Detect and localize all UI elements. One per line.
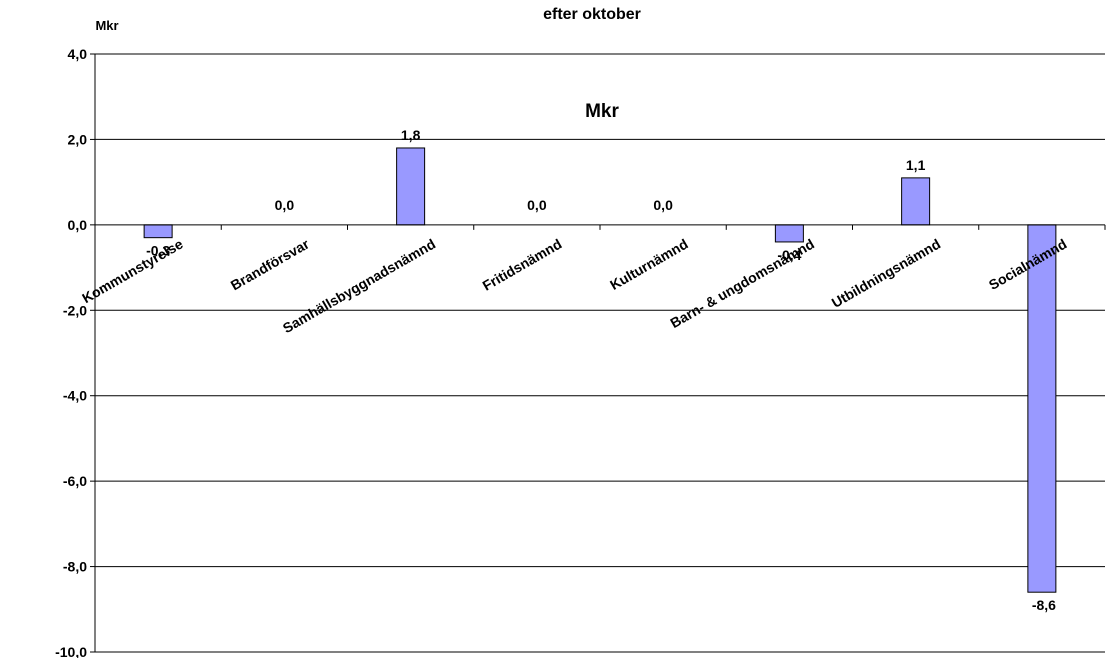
y-tick-label: -2,0 — [63, 302, 87, 318]
bar — [901, 177, 931, 226]
data-label: -0,4 — [777, 247, 801, 263]
y-axis-label: Mkr — [95, 18, 118, 33]
chart-title: efter oktober — [543, 6, 641, 23]
data-label: -8,6 — [1032, 597, 1056, 613]
x-tick-label: Utbildningsnämnd — [829, 236, 943, 311]
data-label: 1,1 — [906, 157, 926, 173]
y-tick-label: -6,0 — [63, 473, 87, 489]
y-tick-label: -10,0 — [55, 644, 87, 658]
y-tick-labels: 4,0 2,0 0,0 -2,0 -4,0 -6,0 -8,0 -10,0 — [55, 46, 87, 658]
bars — [143, 147, 1057, 593]
x-tick-label: Fritidsnämnd — [480, 236, 565, 294]
x-tick-label: Brandförsvar — [228, 235, 313, 293]
bar — [774, 224, 804, 243]
data-label: 0,0 — [653, 197, 673, 213]
y-tick-label: -4,0 — [63, 388, 87, 404]
axes — [90, 53, 1106, 653]
bar — [143, 224, 173, 239]
data-label: -0,3 — [146, 243, 170, 259]
data-label: 0,0 — [275, 197, 295, 213]
y-tick-label: -8,0 — [63, 559, 87, 575]
data-label: 0,0 — [527, 197, 547, 213]
y-tick-label: 2,0 — [68, 131, 88, 147]
data-labels: -0,3 0,0 1,8 0,0 0,0 -0,4 1,1 -8,6 — [146, 127, 1056, 613]
gridlines — [95, 53, 1105, 653]
x-tick-label: Kulturnämnd — [607, 236, 690, 293]
data-label: 1,8 — [401, 127, 421, 143]
y-tick-label: 4,0 — [68, 46, 88, 62]
chart-subtitle: Mkr — [585, 101, 619, 122]
bar — [396, 147, 426, 226]
x-tick-labels: Kommunstyrelse BrandförsvarSamhällsbyggna… — [79, 235, 1069, 336]
y-tick-label: 0,0 — [68, 217, 88, 233]
bar — [1027, 224, 1057, 593]
